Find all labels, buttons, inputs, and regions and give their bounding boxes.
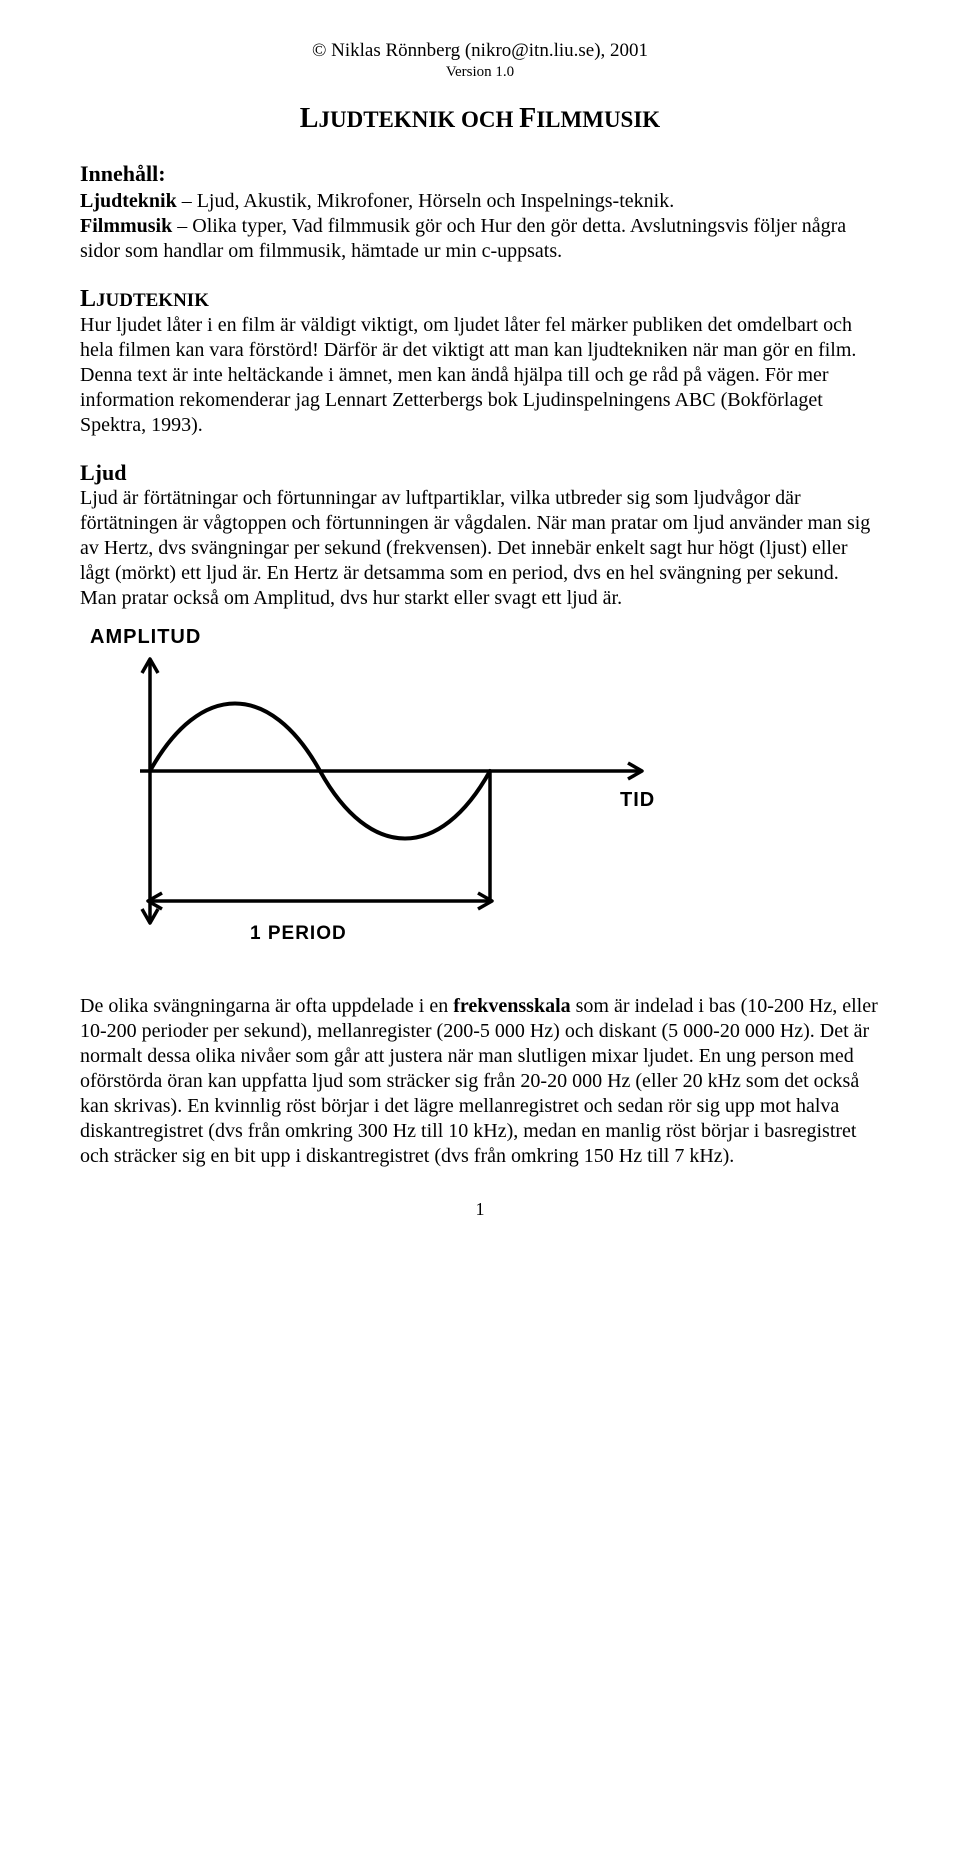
- label-amplitud: AMPLITUD: [90, 626, 201, 648]
- sec3-pre: De olika svängningarna är ofta uppdelade…: [80, 995, 453, 1017]
- contents-item2-bold: Filmmusik: [80, 215, 172, 237]
- waveform-figure: AMPLITUD TID 1 PERIOD: [80, 621, 880, 966]
- version-line: Version 1.0: [80, 64, 880, 81]
- contents-item1-bold: Ljudteknik: [80, 190, 177, 212]
- contents-item2-rest: – Olika typer, Vad filmmusik gör och Hur…: [80, 215, 846, 262]
- title-part1a: L: [300, 103, 319, 134]
- section-ljudteknik-body: Hur ljudet låter i en film är väldigt vi…: [80, 313, 880, 438]
- label-period: 1 PERIOD: [250, 923, 347, 944]
- page-number: 1: [80, 1199, 880, 1220]
- section-ljudteknik-heading: LJUDTEKNIK: [80, 286, 880, 313]
- sec3-bold: frekvensskala: [453, 995, 570, 1017]
- section-ljud-body: Ljud är förtätningar och förtunningar av…: [80, 486, 880, 611]
- sec1-head-a: L: [80, 286, 96, 312]
- waveform-svg: AMPLITUD TID 1 PERIOD: [80, 621, 780, 961]
- sec3-post: som är indelad i bas (10-200 Hz, eller 1…: [80, 995, 878, 1167]
- document-page: © Niklas Rönnberg (nikro@itn.liu.se), 20…: [0, 0, 960, 1268]
- title-part2b: ILMMUSIK: [536, 107, 660, 132]
- contents-label: Innehåll:: [80, 161, 880, 187]
- section-frekvens-body: De olika svängningarna är ofta uppdelade…: [80, 994, 880, 1169]
- contents-body: Ljudteknik – Ljud, Akustik, Mikrofoner, …: [80, 189, 880, 264]
- contents-item1-rest: – Ljud, Akustik, Mikrofoner, Hörseln och…: [177, 190, 674, 212]
- title-part1b: JUDTEKNIK OCH: [318, 107, 519, 132]
- label-tid: TID: [620, 789, 655, 811]
- copyright-line: © Niklas Rönnberg (nikro@itn.liu.se), 20…: [80, 40, 880, 62]
- section-ljud-heading: Ljud: [80, 460, 880, 486]
- title-part2a: F: [519, 103, 536, 134]
- sec1-head-b: JUDTEKNIK: [96, 290, 209, 311]
- main-title: LJUDTEKNIK OCH FILMMUSIK: [80, 103, 880, 135]
